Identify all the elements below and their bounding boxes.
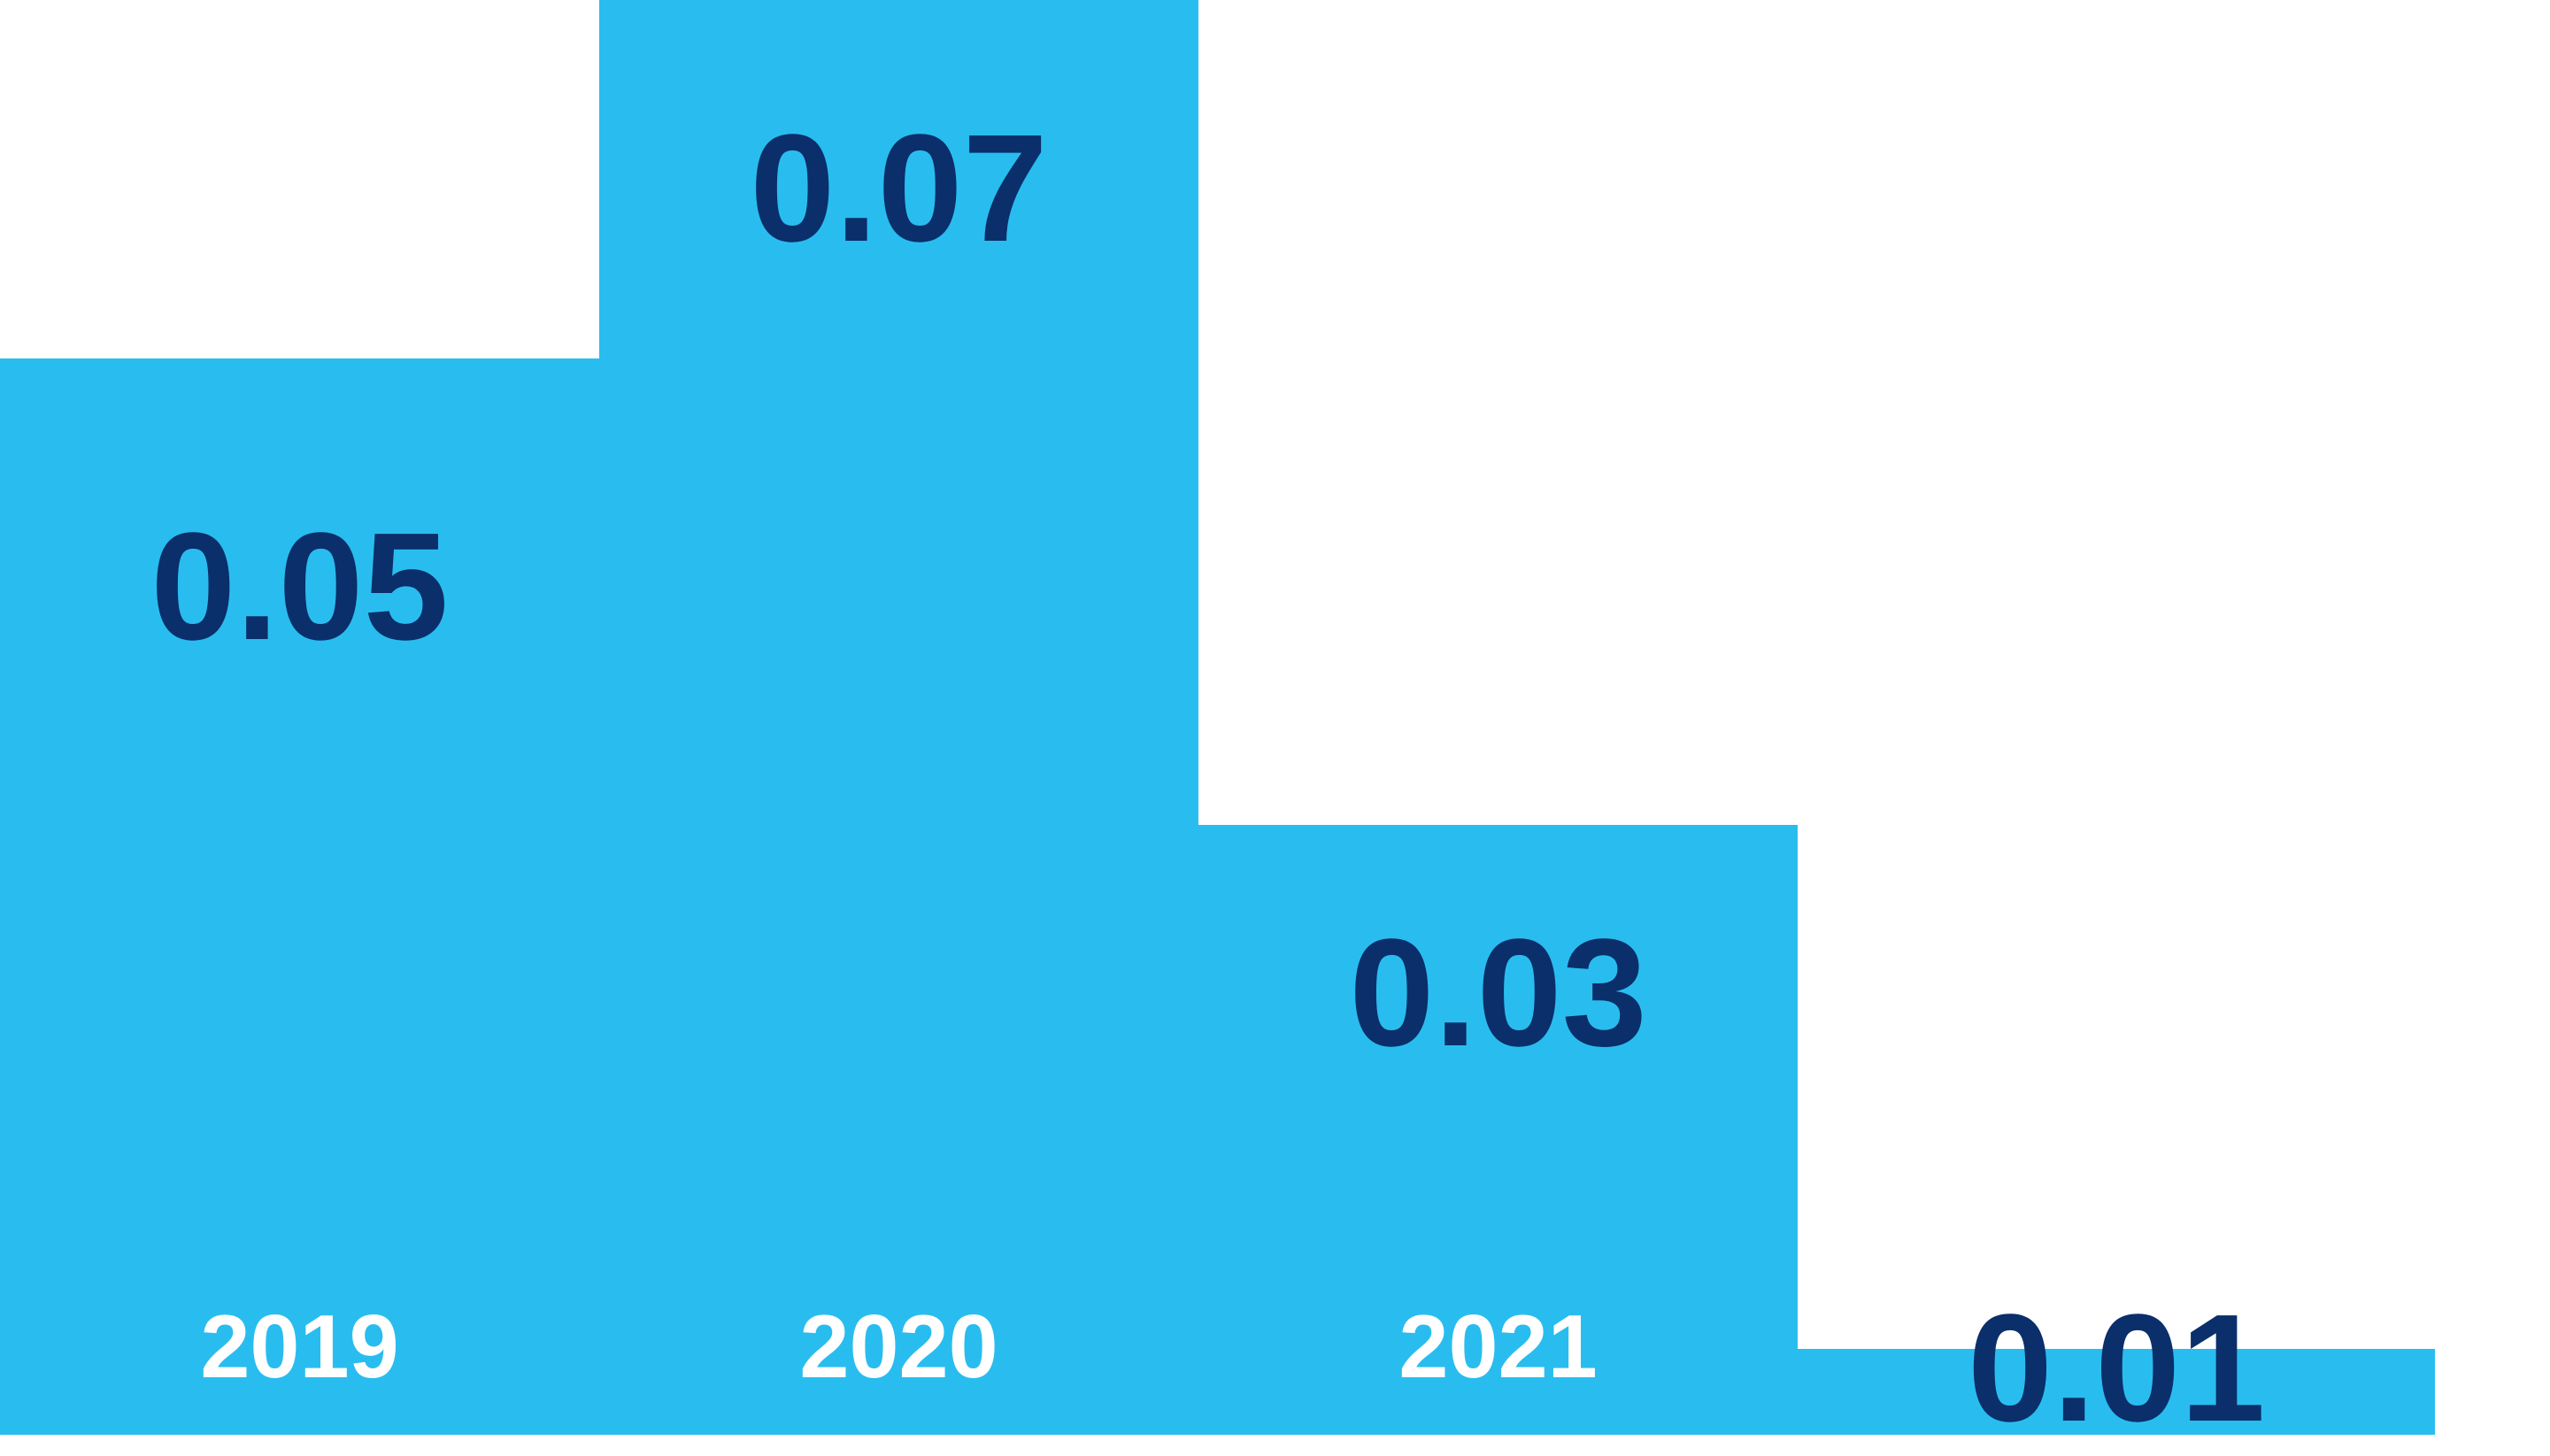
bar-wrap-2019: 0.05 2019: [0, 0, 599, 1435]
value-label-2020: 0.07: [750, 100, 1047, 276]
bar-chart: 0.05 2019 0.07 2020 0.03 2021 0.01 2022: [0, 0, 2550, 1435]
bar-wrap-2021: 0.03 2021: [1198, 0, 1798, 1435]
bar-wrap-2020: 0.07 2020: [599, 0, 1198, 1435]
bar-wrap-2022: 0.01 2022: [1798, 0, 2435, 1435]
bar-2019: 0.05: [0, 358, 599, 1435]
value-label-2019: 0.05: [150, 498, 448, 674]
bar-2022: 0.01: [1798, 1349, 2435, 1435]
value-label-2021: 0.03: [1349, 905, 1646, 1081]
bar-2020: 0.07: [599, 0, 1198, 1435]
category-label-2019: 2019: [200, 1297, 398, 1398]
category-label-2021: 2021: [1398, 1297, 1597, 1398]
category-label-2020: 2020: [799, 1297, 998, 1398]
category-label-2022: 2022: [2017, 1233, 2215, 1335]
